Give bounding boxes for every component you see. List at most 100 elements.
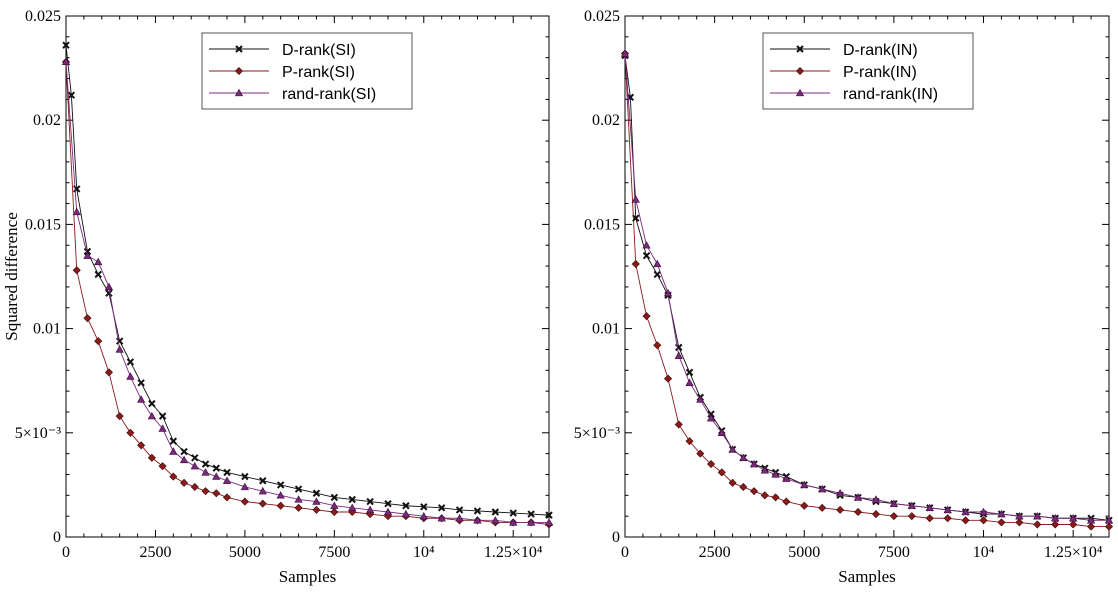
data-point — [330, 501, 339, 509]
data-point — [782, 497, 791, 506]
y-axis-title: Squared difference — [2, 212, 21, 341]
data-point-stroke-b — [259, 477, 267, 485]
data-point — [473, 507, 482, 515]
data-point — [527, 510, 535, 518]
data-point — [545, 511, 553, 519]
x-tick-label: 0 — [62, 544, 70, 561]
data-point — [1069, 520, 1078, 529]
data-point — [642, 241, 651, 249]
data-point — [800, 480, 809, 489]
data-point — [72, 266, 81, 275]
data-point — [871, 495, 881, 503]
y-tick-label: 0.015 — [25, 216, 61, 233]
data-point — [222, 493, 232, 502]
data-point — [818, 503, 827, 512]
x-tick-label: 1.25×10⁴ — [484, 544, 543, 561]
data-point — [190, 482, 199, 492]
series-1 — [621, 51, 1113, 525]
legend-marker — [235, 45, 243, 53]
data-point — [707, 460, 716, 469]
data-point — [509, 518, 518, 526]
data-point — [674, 420, 683, 429]
series-line — [65, 61, 550, 525]
data-point — [420, 503, 428, 511]
data-point — [169, 447, 178, 455]
data-point — [943, 505, 952, 514]
x-tick-label: 10⁴ — [413, 544, 435, 561]
data-point-stroke-b — [241, 472, 249, 481]
data-point — [201, 460, 210, 468]
data-point — [544, 518, 554, 526]
data-point-stroke-b — [366, 497, 374, 506]
data-point-stroke-b — [642, 251, 651, 260]
data-point-stroke-b — [67, 91, 76, 99]
data-point — [180, 447, 188, 456]
data-point — [642, 251, 651, 260]
data-point — [137, 395, 146, 403]
data-point — [717, 428, 726, 436]
x-tick-label: 2500 — [139, 544, 171, 561]
data-point-stroke-b — [191, 454, 199, 462]
data-point — [1015, 511, 1024, 520]
legend: D-rank(SI) P-rank(SI) rand-rank(SI) — [201, 32, 413, 110]
data-point — [685, 368, 694, 377]
data-point-stroke-b — [509, 509, 517, 517]
data-point — [760, 491, 769, 500]
data-point-stroke-b — [473, 507, 482, 515]
data-point-stroke-b — [420, 503, 428, 511]
legend-marker-stroke-b — [796, 45, 804, 53]
data-point — [653, 259, 662, 268]
data-point — [105, 289, 113, 297]
data-point — [631, 195, 640, 203]
data-point-stroke-b — [491, 508, 500, 516]
data-point — [631, 259, 640, 269]
data-point-stroke-b — [105, 289, 113, 297]
data-point — [62, 41, 70, 49]
data-point — [943, 514, 952, 523]
data-point — [739, 453, 748, 461]
data-point — [401, 509, 410, 518]
data-point — [126, 428, 135, 437]
data-point — [527, 518, 536, 526]
data-point — [674, 351, 683, 359]
x-axis-title: Samples — [279, 567, 337, 586]
data-point — [696, 449, 705, 458]
data-point — [1104, 516, 1114, 524]
data-point — [782, 474, 791, 482]
data-point — [241, 472, 249, 481]
legend-marker — [796, 45, 804, 53]
data-point — [67, 91, 76, 99]
data-point — [137, 441, 146, 450]
data-point — [276, 481, 285, 489]
data-point — [348, 495, 356, 504]
data-point-stroke-b — [653, 270, 661, 279]
data-point — [383, 507, 393, 516]
legend-label: rand-rank(IN) — [843, 86, 938, 103]
data-point — [212, 489, 221, 498]
data-point — [696, 395, 705, 403]
data-point — [126, 372, 135, 380]
data-point — [961, 516, 970, 525]
data-point-stroke-b — [402, 502, 410, 510]
data-point — [997, 509, 1006, 518]
data-point — [728, 445, 737, 453]
data-point — [771, 493, 780, 502]
data-point — [83, 314, 92, 323]
data-point-stroke-b — [158, 412, 167, 420]
data-point — [455, 506, 464, 514]
data-point — [169, 437, 178, 445]
series-3 — [620, 49, 1114, 524]
data-point — [312, 497, 321, 505]
data-point-stroke-b — [201, 460, 210, 468]
series-line — [624, 53, 1109, 528]
data-point — [240, 497, 249, 506]
data-point — [402, 502, 410, 510]
data-point — [437, 504, 446, 512]
data-point-stroke-b — [169, 437, 178, 445]
data-point — [94, 257, 103, 266]
series-2 — [620, 49, 1114, 531]
data-point — [760, 466, 769, 474]
data-point — [179, 455, 189, 464]
data-point — [1086, 516, 1096, 524]
